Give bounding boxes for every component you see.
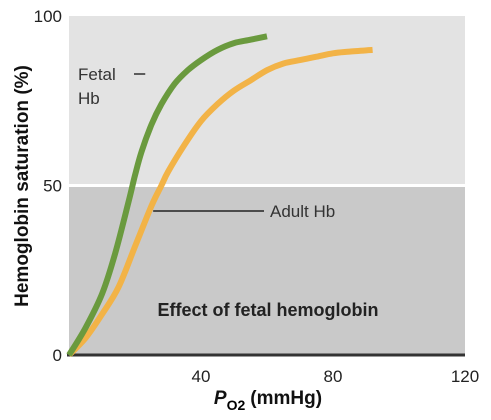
y-tick-label: 100 xyxy=(34,7,62,26)
tick-labels: 40 80 120 0 50 100 xyxy=(34,7,480,386)
series-layer xyxy=(66,33,373,358)
series-label-fetal-hb-line: Fetal xyxy=(78,65,116,84)
series-line-adult-hb xyxy=(66,46,373,358)
series-label-fetal-hb: Fetal Hb xyxy=(78,65,116,108)
x-axis-title-main: P xyxy=(214,388,227,409)
series-line-fetal-hb xyxy=(66,33,268,357)
y-tick-label: 50 xyxy=(43,177,62,196)
x-axis-title-subscript: O2 xyxy=(227,397,246,413)
series-labels: Fetal Hb Adult Hb xyxy=(78,65,335,221)
plot-band-upper xyxy=(69,16,465,186)
x-axis-title-unit: (mmHg) xyxy=(250,388,322,409)
y-axis-title: Hemoglobin saturation (%) xyxy=(12,65,33,307)
chart-annotation: Effect of fetal hemoglobin xyxy=(157,300,378,320)
x-tick-label: 120 xyxy=(451,367,479,386)
plot-band-lower xyxy=(69,185,465,355)
x-tick-label: 80 xyxy=(324,367,343,386)
x-tick-label: 40 xyxy=(192,367,211,386)
series-label-fetal-hb-line: Hb xyxy=(78,89,100,108)
series-label-adult-hb: Adult Hb xyxy=(270,202,335,221)
x-axis-title: PO2 (mmHg) xyxy=(214,388,322,413)
y-tick-label: 0 xyxy=(53,346,62,365)
